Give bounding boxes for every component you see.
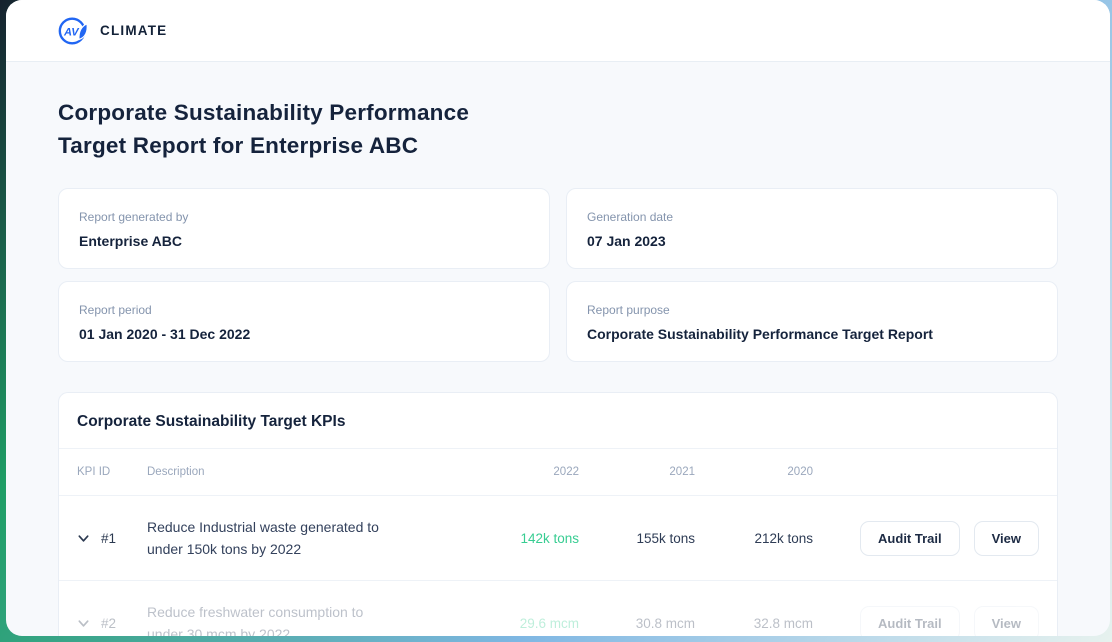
- kpi-table-header-row: KPI ID Description 2022 2021 2020: [59, 449, 1057, 496]
- brand-name: CLIMATE: [100, 23, 168, 38]
- view-button[interactable]: View: [973, 605, 1039, 636]
- svg-text:AV: AV: [63, 26, 80, 38]
- kpi-value-2022: 142k tons: [520, 530, 579, 546]
- audit-trail-button[interactable]: Audit Trail: [860, 605, 960, 636]
- kpi-value-2022: 29.6 mcm: [519, 615, 579, 631]
- kpi-id: #1: [101, 530, 117, 546]
- info-label: Report generated by: [79, 210, 189, 224]
- kpi-value-2020: 32.8 mcm: [753, 615, 813, 631]
- view-button[interactable]: View: [973, 520, 1039, 556]
- info-card-report-period: Report period 01 Jan 2020 - 31 Dec 2022: [58, 281, 550, 362]
- kpi-id: #2: [101, 615, 117, 631]
- kpi-table-card: Corporate Sustainability Target KPIs KPI…: [58, 392, 1058, 636]
- page-title-line2: Target Report for Enterprise ABC: [58, 133, 419, 158]
- brand-logo[interactable]: AV CLIMATE: [56, 14, 167, 48]
- kpi-actions-cell: Audit Trail View: [813, 605, 1039, 636]
- column-header-2020: 2020: [787, 466, 813, 478]
- page-title-line1: Corporate Sustainability Performance: [58, 100, 470, 125]
- info-card-generation-date: Generation date 07 Jan 2023: [566, 188, 1058, 269]
- kpi-value-2021: 30.8 mcm: [635, 615, 695, 631]
- top-navigation-bar: AV CLIMATE: [6, 0, 1110, 62]
- column-header-kpi-id: KPI ID: [77, 466, 111, 478]
- kpi-table-row[interactable]: #1 Reduce Industrial waste generated to …: [59, 496, 1057, 581]
- column-header-2022: 2022: [553, 466, 579, 478]
- audit-trail-button[interactable]: Audit Trail: [860, 520, 960, 556]
- info-value: Corporate Sustainability Performance Tar…: [587, 326, 933, 342]
- main-content: Corporate Sustainability Performance Tar…: [6, 96, 1110, 636]
- kpi-description: Reduce Industrial waste generated to und…: [147, 519, 379, 557]
- kpi-table-row[interactable]: #2 Reduce freshwater consumption to unde…: [59, 581, 1057, 636]
- app-window: AV CLIMATE Corporate Sustainability Perf…: [6, 0, 1110, 636]
- info-card-generated-by: Report generated by Enterprise ABC: [58, 188, 550, 269]
- kpi-value-2020: 212k tons: [754, 530, 813, 546]
- column-header-2021: 2021: [669, 466, 695, 478]
- kpi-description: Reduce freshwater consumption to under 3…: [147, 604, 364, 636]
- climate-logo-icon: AV: [58, 16, 88, 45]
- kpi-value-2021: 155k tons: [636, 530, 695, 546]
- info-card-report-purpose: Report purpose Corporate Sustainability …: [566, 281, 1058, 362]
- info-label: Report period: [79, 303, 152, 317]
- kpi-table-title: Corporate Sustainability Target KPIs: [59, 393, 1057, 449]
- report-info-grid: Report generated by Enterprise ABC Gener…: [58, 188, 1058, 362]
- info-value: 01 Jan 2020 - 31 Dec 2022: [79, 326, 251, 342]
- kpi-id-cell: #2: [77, 616, 147, 631]
- page-title: Corporate Sustainability Performance Tar…: [58, 96, 1058, 162]
- column-header-description: Description: [147, 466, 205, 478]
- kpi-actions-cell: Audit Trail View: [813, 520, 1039, 556]
- chevron-down-icon[interactable]: [77, 532, 90, 545]
- chevron-down-icon[interactable]: [77, 617, 90, 630]
- kpi-id-cell: #1: [77, 531, 147, 546]
- info-value: 07 Jan 2023: [587, 233, 666, 249]
- info-label: Generation date: [587, 210, 674, 224]
- info-value: Enterprise ABC: [79, 233, 182, 249]
- info-label: Report purpose: [587, 303, 670, 317]
